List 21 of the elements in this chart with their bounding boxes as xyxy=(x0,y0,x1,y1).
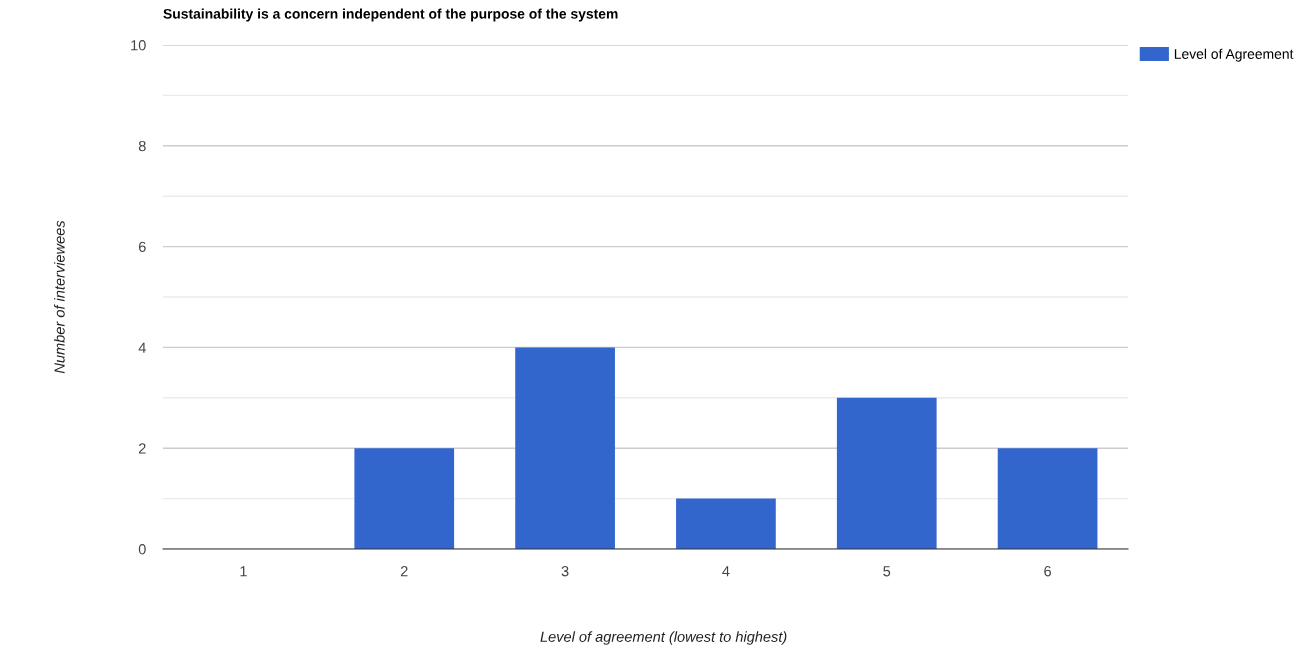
y-axis-title: Number of interviewees xyxy=(54,220,65,374)
bar xyxy=(354,448,455,549)
x-axis-title: Level of agreement (lowest to highest) xyxy=(540,631,787,645)
x-tick-label: 1 xyxy=(240,566,247,577)
x-tick-label: 3 xyxy=(561,566,569,577)
x-tick-label: 6 xyxy=(1044,566,1051,577)
y-tick-label: 6 xyxy=(138,241,146,253)
y-tick-label: 10 xyxy=(131,40,146,51)
x-tick-label: 2 xyxy=(400,566,408,577)
bar xyxy=(997,448,1098,549)
y-tick-label: 8 xyxy=(138,140,146,152)
y-tick-label: 4 xyxy=(138,342,146,353)
bar xyxy=(836,397,937,549)
x-tick-label: 4 xyxy=(722,566,730,577)
bar xyxy=(676,498,776,549)
chart-title: Sustainability is a concern independent of the purpose of the system xyxy=(163,8,618,22)
bar xyxy=(515,347,615,549)
y-tick-label: 2 xyxy=(138,443,146,454)
legend-label: Level of Agreement xyxy=(1174,48,1294,62)
y-tick-label: 0 xyxy=(138,544,146,555)
x-tick-label: 5 xyxy=(883,566,891,577)
